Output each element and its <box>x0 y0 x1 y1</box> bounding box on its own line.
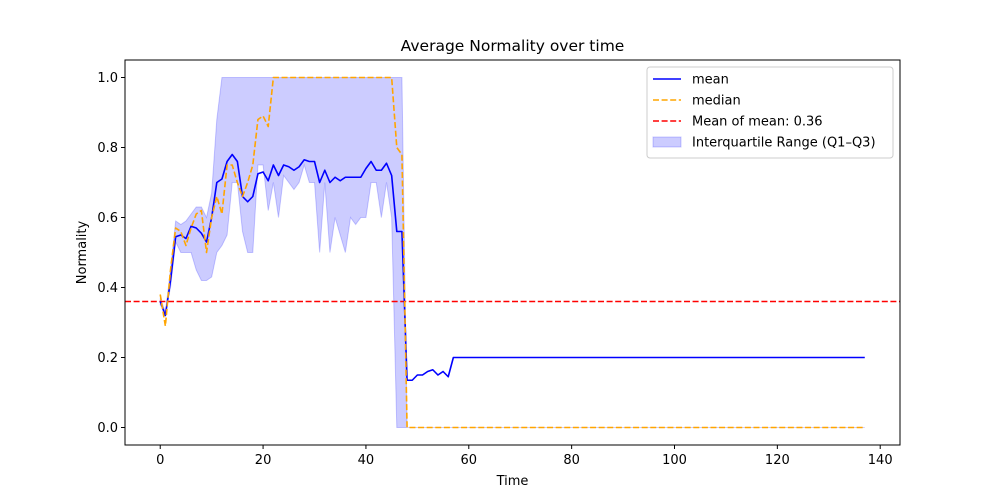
median-series-line <box>159 76 865 429</box>
legend-label: Interquartile Range (Q1–Q3) <box>692 136 876 151</box>
legend: mean median Mean of mean: 0.36 Interquartil… <box>646 66 894 159</box>
y-tick-label: 1.0 <box>97 71 118 86</box>
y-tick-label: 0.0 <box>97 421 118 436</box>
y-axis-label: Normality <box>75 220 90 284</box>
y-tick-label: 0.2 <box>97 351 118 366</box>
chart-title: Average Normality over time <box>401 37 625 55</box>
plot-area <box>125 76 900 429</box>
x-axis: 0 20 40 60 80 100 120 140 <box>156 445 893 468</box>
x-tick-label: 140 <box>868 453 893 468</box>
x-tick-label: 80 <box>563 453 580 468</box>
legend-label: median <box>692 94 741 109</box>
x-tick-label: 0 <box>156 453 164 468</box>
x-tick-label: 60 <box>461 453 478 468</box>
x-tick-label: 100 <box>662 453 687 468</box>
y-tick-label: 0.6 <box>97 211 118 226</box>
x-axis-label: Time <box>496 474 529 489</box>
axes-frame <box>124 59 901 446</box>
y-axis: 0.0 0.2 0.4 0.6 0.8 1.0 <box>97 71 125 436</box>
y-tick-label: 0.8 <box>97 141 118 156</box>
legend-label: Mean of mean: 0.36 <box>692 115 823 130</box>
x-tick-label: 120 <box>765 453 790 468</box>
x-tick-label: 20 <box>255 453 272 468</box>
legend-label: mean <box>692 73 729 88</box>
x-tick-label: 40 <box>358 453 375 468</box>
y-tick-label: 0.4 <box>97 281 118 296</box>
legend-box <box>646 66 894 159</box>
legend-swatch <box>652 136 682 148</box>
